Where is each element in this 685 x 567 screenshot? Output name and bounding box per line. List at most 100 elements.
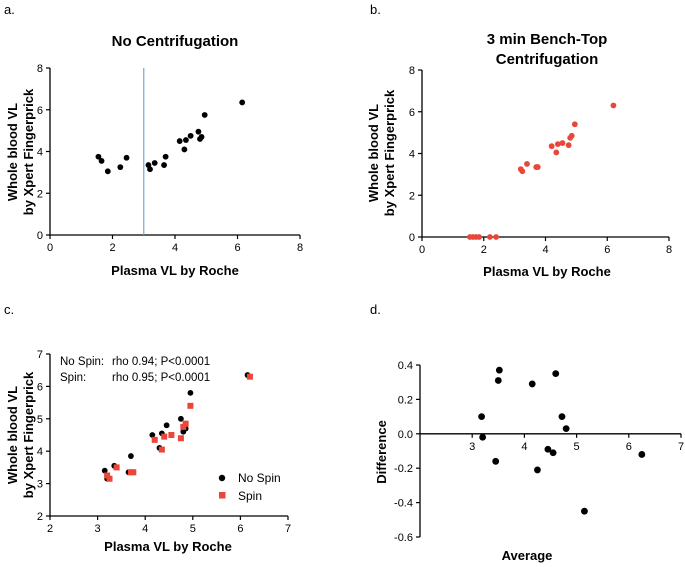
panel-d-xlabel: Average — [502, 548, 553, 563]
panel-c-spin-point — [158, 446, 165, 453]
panel-a-x-tick-label: 2 — [109, 242, 115, 254]
panel-d-difference-point — [479, 433, 487, 441]
panel-c-spin-point — [168, 432, 175, 438]
panel-c-y-tick-label: 7 — [37, 349, 43, 361]
panel-a-no-spin-point — [201, 112, 208, 118]
panel-d-y-tick-label: -0.6 — [394, 532, 413, 544]
panel-a-no-spin-point — [104, 168, 111, 175]
panel-d-y-tick-label: -0.4 — [394, 498, 413, 510]
panel-c-legend-nospin-marker — [218, 474, 226, 482]
panel-c-x-tick-label: 4 — [142, 523, 148, 535]
panel-c-y-tick-label: 2 — [37, 511, 43, 523]
panel-a-no-spin-point — [176, 138, 183, 144]
panel-b-spin-point — [534, 164, 541, 170]
panel-a-letter: a. — [4, 2, 15, 17]
panel-d-difference-point — [544, 445, 552, 453]
panel-a-y-tick-label: 2 — [37, 188, 43, 200]
panel-a-no-spin-point — [195, 128, 202, 135]
panel-b-x-tick-label: 4 — [542, 244, 548, 256]
panel-b-x-tick-label: 8 — [666, 244, 672, 256]
panel-c-legend-spin-label: Spin — [238, 489, 262, 503]
panel-c-spin-point — [104, 472, 111, 479]
panel-a-no-spin-point — [147, 166, 153, 173]
panel-d-difference-point — [549, 449, 557, 457]
panel-c-anno-nospin-label: No Spin: — [60, 356, 104, 368]
panel-d-difference-point — [478, 413, 485, 420]
panel-c-spin-point — [113, 464, 120, 471]
panel-d-y-tick-label: 0.4 — [398, 360, 413, 372]
panel-c-y-tick-label: 4 — [37, 446, 43, 458]
panel-c-ylabel-line2: by Xpert Fingerprick — [21, 371, 36, 498]
panel-c-legend-nospin-label: No Spin — [238, 471, 281, 485]
panel-a-no-spin-point — [117, 164, 124, 171]
panel-c-spin-point — [177, 435, 184, 442]
panel-a-no-spin-point — [151, 160, 158, 166]
panel-c-x-tick-label: 5 — [190, 523, 196, 535]
panel-d-x-tick-label: 6 — [626, 441, 632, 453]
panel-b-spin-point — [524, 161, 530, 167]
panel-a-y-tick-label: 8 — [37, 63, 43, 75]
panel-c-letter: c. — [4, 302, 14, 317]
panel-a-no-spin-point — [162, 153, 169, 160]
panel-b-spin-point — [568, 132, 575, 139]
panel-d-x-tick-label: 4 — [521, 441, 527, 453]
panel-c-spin-point — [130, 469, 137, 476]
panel-b-spin-point — [571, 121, 578, 128]
panel-d-difference-point — [492, 457, 500, 465]
panel-b-spin-point — [565, 142, 572, 149]
panel-d-x-tick-label: 5 — [574, 441, 580, 453]
panel-a-no-spin-point — [161, 162, 167, 168]
panel-b-y-tick-label: 0 — [409, 232, 415, 244]
panel-c-x-tick-label: 3 — [95, 523, 101, 535]
panel-d-difference-point — [562, 425, 570, 433]
panel-c-spin-point — [182, 420, 189, 427]
panel-b-spin-point — [493, 234, 499, 240]
panel-a-y-tick-label: 0 — [37, 230, 43, 242]
panel-c-anno-spin-text: rho 0.95; P<0.0001 — [112, 372, 210, 384]
panel-b-y-tick-label: 8 — [409, 65, 415, 77]
panel-d-difference-point — [558, 413, 566, 420]
panel-a-x-tick-label: 0 — [47, 242, 53, 254]
panel-d-difference-point — [495, 366, 503, 374]
panel-a-title: No Centrifugation — [112, 33, 239, 50]
panel-d-letter: d. — [370, 302, 381, 317]
panel-d-x-tick-label: 3 — [469, 441, 475, 453]
panel-b-spin-point — [554, 141, 561, 148]
panel-b-xlabel: Plasma VL by Roche — [483, 264, 611, 279]
panel-d-ylabel: Difference — [374, 420, 389, 484]
panel-c-no-spin-point — [101, 467, 108, 474]
panel-c-y-tick-label: 5 — [37, 414, 43, 426]
panel-c-y-tick-label: 6 — [37, 381, 43, 393]
panel-d-difference-point — [494, 377, 502, 384]
panel-c-no-spin-point — [128, 453, 134, 459]
panel-d-difference-point — [552, 370, 560, 377]
panel-b-spin-point — [610, 102, 617, 109]
panel-c-spin-point — [106, 475, 113, 482]
panel-b-title-line1: 3 min Bench-Top — [487, 31, 608, 48]
panel-b-ylabel-line2: by Xpert Fingerprick — [382, 89, 397, 216]
panel-d-difference-point — [534, 466, 541, 474]
panel-c-no-spin-point — [149, 432, 156, 438]
panel-d-y-tick-label: -0.2 — [394, 463, 413, 475]
panel-b-title-line2: Centrifugation — [496, 51, 599, 68]
panel-a-ylabel-line2: by Xpert Fingerprick — [21, 88, 36, 215]
panel-c-anno-spin-label: Spin: — [60, 372, 86, 384]
panel-b-x-tick-label: 6 — [604, 244, 610, 256]
panel-a-no-spin-point — [183, 137, 189, 143]
panel-a-no-spin-point — [187, 132, 194, 139]
panel-a-y-tick-label: 6 — [37, 105, 43, 117]
panel-b-letter: b. — [370, 2, 381, 17]
panel-a-no-spin-point — [181, 146, 188, 153]
panel-c-x-tick-label: 7 — [285, 523, 291, 535]
panel-b-y-tick-label: 4 — [409, 149, 415, 161]
panel-a-x-tick-label: 8 — [297, 242, 303, 254]
panel-c-xlabel: Plasma VL by Roche — [104, 539, 232, 554]
panel-d-y-tick-label: 0.0 — [398, 429, 413, 441]
panel-b-y-tick-label: 2 — [409, 190, 415, 202]
panel-b-spin-point — [553, 149, 560, 156]
panel-c-x-tick-label: 6 — [237, 523, 243, 535]
panel-c-spin-point — [151, 436, 158, 443]
panel-c-no-spin-point — [178, 415, 184, 422]
panel-d-x-tick-label: 7 — [678, 441, 684, 453]
